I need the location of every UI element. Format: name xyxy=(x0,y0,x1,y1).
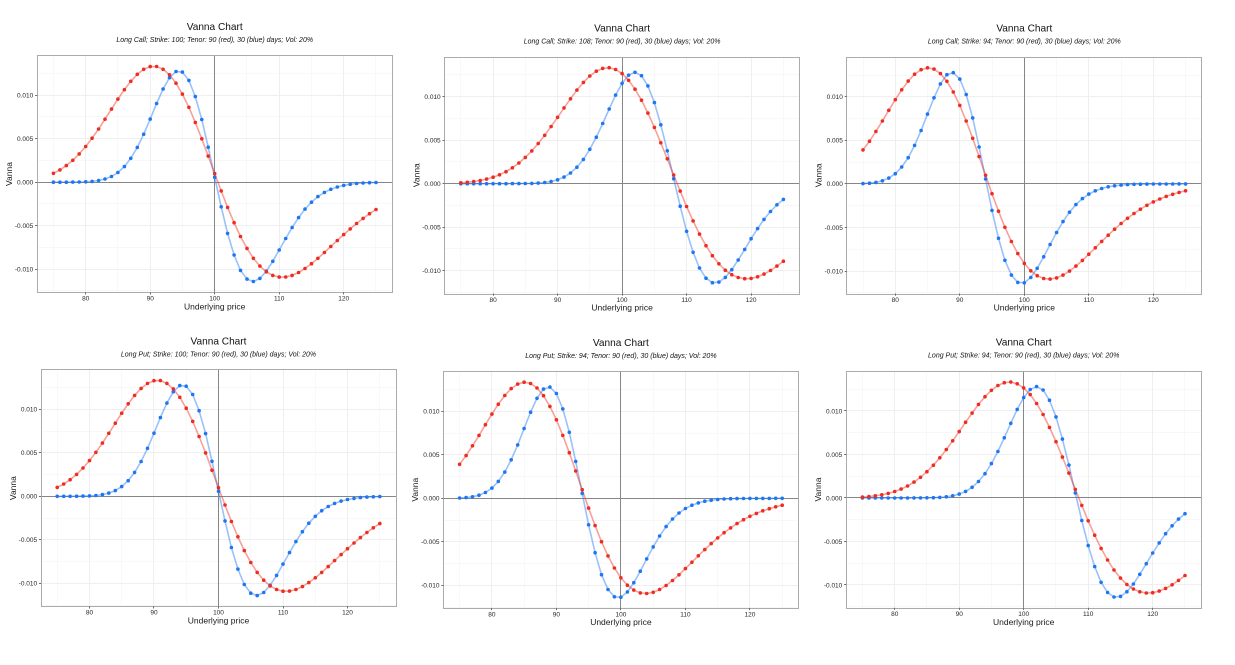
svg-text:120: 120 xyxy=(338,296,349,303)
svg-text:110: 110 xyxy=(1084,297,1095,304)
svg-text:Underlying price: Underlying price xyxy=(188,616,250,626)
svg-text:0.010: 0.010 xyxy=(423,409,440,416)
svg-text:Underlying price: Underlying price xyxy=(993,617,1055,627)
svg-text:Vanna: Vanna xyxy=(8,476,18,500)
svg-text:0.000: 0.000 xyxy=(424,181,441,188)
svg-text:-0.010: -0.010 xyxy=(15,267,34,274)
svg-text:80: 80 xyxy=(489,297,497,304)
svg-text:0.010: 0.010 xyxy=(21,407,38,414)
svg-text:90: 90 xyxy=(150,610,158,617)
svg-text:-0.010: -0.010 xyxy=(19,581,38,588)
svg-text:0.005: 0.005 xyxy=(826,452,843,459)
svg-text:-0.005: -0.005 xyxy=(422,225,441,232)
svg-text:80: 80 xyxy=(488,611,496,618)
svg-text:120: 120 xyxy=(1148,297,1159,304)
svg-text:0.005: 0.005 xyxy=(423,452,440,459)
svg-text:-0.005: -0.005 xyxy=(824,539,843,546)
svg-text:100: 100 xyxy=(213,610,224,617)
svg-text:-0.010: -0.010 xyxy=(421,583,440,590)
svg-text:-0.010: -0.010 xyxy=(422,268,441,275)
svg-text:Vanna Chart: Vanna Chart xyxy=(996,338,1052,349)
svg-text:Underlying price: Underlying price xyxy=(590,617,652,627)
svg-text:120: 120 xyxy=(744,611,755,618)
svg-text:-0.005: -0.005 xyxy=(421,539,440,546)
svg-text:100: 100 xyxy=(617,297,628,304)
svg-text:0.000: 0.000 xyxy=(827,181,844,188)
svg-text:90: 90 xyxy=(147,296,155,303)
svg-text:90: 90 xyxy=(956,611,964,618)
svg-text:100: 100 xyxy=(1019,297,1030,304)
svg-text:80: 80 xyxy=(82,296,90,303)
svg-text:110: 110 xyxy=(680,611,691,618)
svg-text:80: 80 xyxy=(892,297,900,304)
svg-text:100: 100 xyxy=(1018,611,1029,618)
svg-text:100: 100 xyxy=(209,296,220,303)
svg-text:-0.005: -0.005 xyxy=(824,225,843,232)
svg-text:80: 80 xyxy=(86,610,94,617)
svg-text:Long Put; Strike: 100; Tenor:: Long Put; Strike: 100; Tenor: 90 (red), … xyxy=(121,351,316,358)
svg-text:-0.010: -0.010 xyxy=(824,582,843,589)
svg-text:Long Call; Strike: 108; Tenor:: Long Call; Strike: 108; Tenor: 90 (red),… xyxy=(524,38,721,45)
svg-text:-0.005: -0.005 xyxy=(19,537,38,544)
svg-text:Long Put; Strike: 94; Tenor: 9: Long Put; Strike: 94; Tenor: 90 (red), 3… xyxy=(928,353,1119,360)
svg-text:110: 110 xyxy=(681,297,692,304)
svg-text:0.010: 0.010 xyxy=(827,94,844,101)
svg-text:90: 90 xyxy=(553,611,561,618)
svg-text:Underlying price: Underlying price xyxy=(591,303,653,313)
svg-text:120: 120 xyxy=(342,610,353,617)
svg-text:0.000: 0.000 xyxy=(826,495,843,502)
svg-text:0.010: 0.010 xyxy=(424,94,441,101)
svg-text:-0.010: -0.010 xyxy=(824,268,843,275)
svg-text:0.005: 0.005 xyxy=(424,138,441,145)
svg-text:Long Call; Strike: 94; Tenor:: Long Call; Strike: 94; Tenor: 90 (red), … xyxy=(928,39,1121,46)
svg-text:0.000: 0.000 xyxy=(17,180,34,187)
svg-text:80: 80 xyxy=(891,611,899,618)
svg-text:0.005: 0.005 xyxy=(21,450,38,457)
svg-text:Vanna Chart: Vanna Chart xyxy=(191,336,247,347)
svg-text:90: 90 xyxy=(956,297,964,304)
svg-text:100: 100 xyxy=(615,611,626,618)
svg-text:Vanna Chart: Vanna Chart xyxy=(996,24,1052,35)
svg-text:Underlying price: Underlying price xyxy=(184,301,246,311)
svg-text:0.005: 0.005 xyxy=(17,136,34,143)
svg-text:Vanna: Vanna xyxy=(814,163,824,187)
svg-text:Long Put; Strike: 94; Tenor: 9: Long Put; Strike: 94; Tenor: 90 (red), 3… xyxy=(525,353,716,360)
svg-text:Vanna: Vanna xyxy=(410,477,420,501)
svg-text:Vanna: Vanna xyxy=(411,163,421,187)
svg-text:-0.005: -0.005 xyxy=(15,223,34,230)
svg-text:0.000: 0.000 xyxy=(423,496,440,503)
svg-text:110: 110 xyxy=(274,296,285,303)
svg-text:Vanna: Vanna xyxy=(813,477,823,501)
svg-text:0.010: 0.010 xyxy=(826,408,843,415)
svg-text:0.000: 0.000 xyxy=(21,494,38,501)
svg-text:Vanna: Vanna xyxy=(4,162,14,186)
svg-text:Vanna Chart: Vanna Chart xyxy=(594,23,650,34)
svg-text:Underlying price: Underlying price xyxy=(994,303,1056,313)
svg-text:Vanna Chart: Vanna Chart xyxy=(593,338,649,349)
svg-text:110: 110 xyxy=(278,610,289,617)
svg-text:0.005: 0.005 xyxy=(827,138,844,145)
svg-text:Long Call; Strike: 100; Tenor:: Long Call; Strike: 100; Tenor: 90 (red),… xyxy=(116,37,313,44)
svg-text:120: 120 xyxy=(1147,611,1158,618)
svg-text:90: 90 xyxy=(554,297,562,304)
svg-text:120: 120 xyxy=(746,297,757,304)
svg-text:Vanna Chart: Vanna Chart xyxy=(187,22,243,33)
svg-text:0.010: 0.010 xyxy=(17,93,34,100)
svg-text:110: 110 xyxy=(1083,611,1094,618)
